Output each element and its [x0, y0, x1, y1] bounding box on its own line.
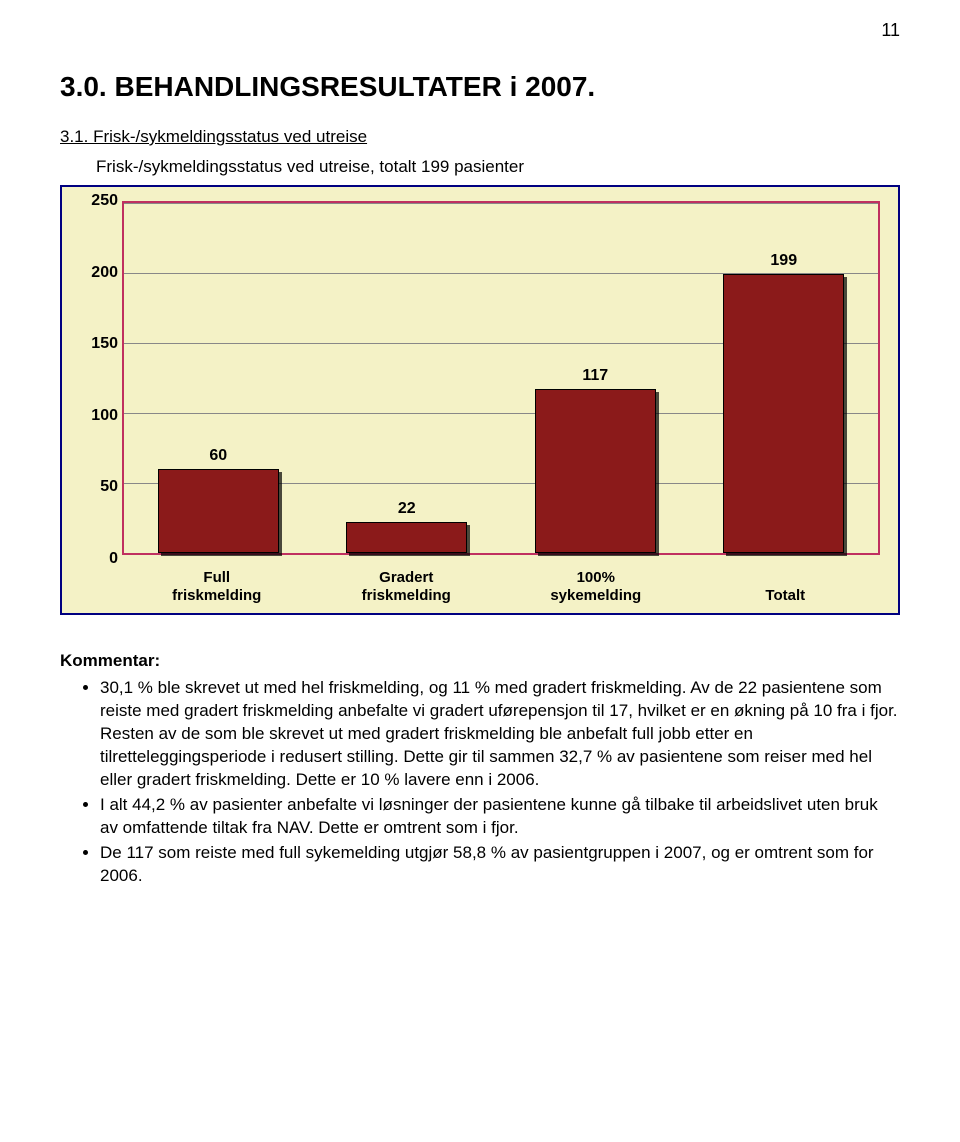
commentary-list: 30,1 % ble skrevet ut med hel friskmeldi… [60, 677, 900, 887]
chart-ytick: 50 [80, 478, 118, 496]
chart-ytick: 100 [80, 407, 118, 425]
chart-xtick: Totalt [765, 587, 805, 605]
chart-ytick: 150 [80, 335, 118, 353]
chart-xtick: Gradertfriskmelding [362, 569, 451, 605]
chart-bar-label: 199 [754, 252, 814, 270]
commentary-item: 30,1 % ble skrevet ut med hel friskmeldi… [100, 677, 900, 792]
chart-bar [535, 389, 656, 553]
commentary-heading: Kommentar: [60, 651, 900, 671]
commentary-item: De 117 som reiste med full sykemelding u… [100, 842, 900, 888]
chart-container: 60 22 117 199 0 50 100 150 200 250 Fullfriskmeldi… [60, 185, 900, 615]
chart-bar [158, 469, 279, 553]
chart-plot-area: 60 22 117 199 [122, 201, 880, 555]
subheading: 3.1. Frisk-/sykmeldingsstatus ved utreis… [60, 127, 367, 146]
chart-ytick: 0 [80, 550, 118, 568]
chart-bar [346, 522, 467, 553]
chart-bar [723, 274, 844, 553]
chart-xtick: 100%sykemelding [550, 569, 641, 605]
chart-bar-label: 117 [565, 367, 625, 385]
subheading-row: 3.1. Frisk-/sykmeldingsstatus ved utreis… [60, 127, 900, 147]
commentary-item: I alt 44,2 % av pasienter anbefalte vi l… [100, 794, 900, 840]
chart-caption: Frisk-/sykmeldingsstatus ved utreise, to… [96, 157, 900, 177]
chart-bar-label: 60 [188, 447, 248, 465]
chart-ytick: 250 [80, 192, 118, 210]
page-number: 11 [60, 20, 900, 41]
main-heading: 3.0. BEHANDLINGSRESULTATER i 2007. [60, 71, 900, 103]
chart-ytick: 200 [80, 264, 118, 282]
chart-xtick: Fullfriskmelding [172, 569, 261, 605]
chart-gridline [124, 203, 878, 204]
chart-bar-label: 22 [377, 500, 437, 518]
